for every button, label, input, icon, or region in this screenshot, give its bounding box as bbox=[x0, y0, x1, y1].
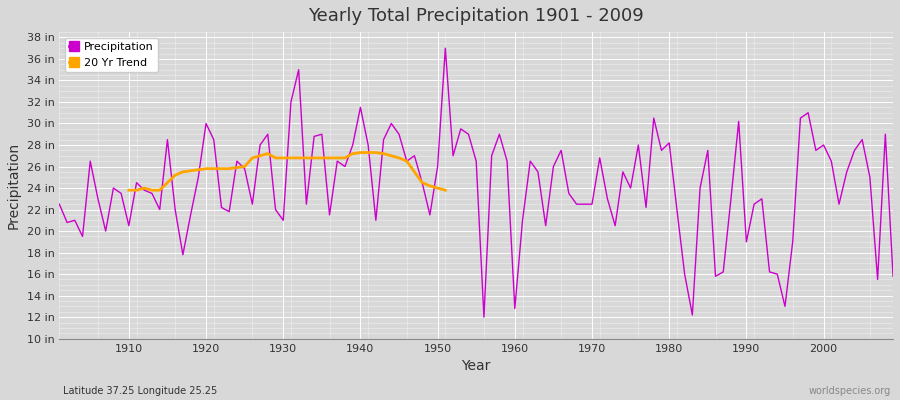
Legend: Precipitation, 20 Yr Trend: Precipitation, 20 Yr Trend bbox=[65, 38, 158, 72]
Text: worldspecies.org: worldspecies.org bbox=[809, 386, 891, 396]
Y-axis label: Precipitation: Precipitation bbox=[7, 142, 21, 229]
X-axis label: Year: Year bbox=[462, 359, 490, 373]
Text: Latitude 37.25 Longitude 25.25: Latitude 37.25 Longitude 25.25 bbox=[63, 386, 217, 396]
Title: Yearly Total Precipitation 1901 - 2009: Yearly Total Precipitation 1901 - 2009 bbox=[309, 7, 644, 25]
